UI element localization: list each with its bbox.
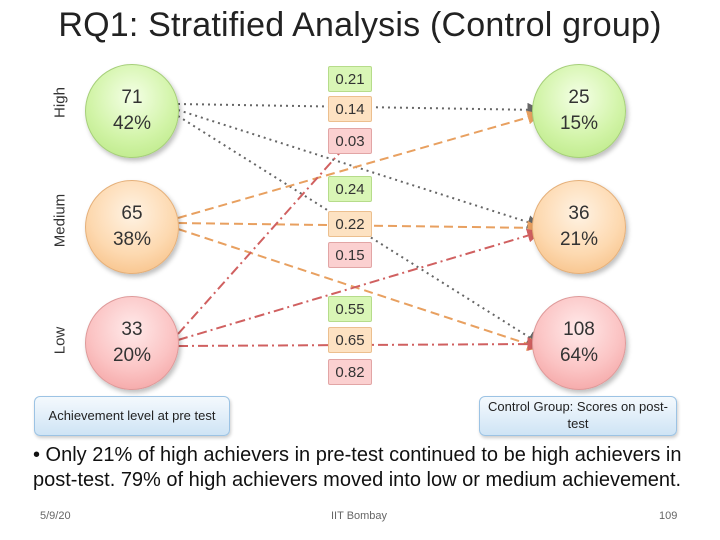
pre-high-count: 71 (121, 87, 143, 109)
prob-box-high-3: 0.03 (328, 128, 372, 154)
arrow-low-to-medium (177, 228, 542, 341)
pre-medium-pct: 38% (112, 229, 152, 250)
post-medium-count: 36 (568, 203, 590, 225)
arrow-medium-to-low (177, 228, 542, 351)
prob-box-medium-2: 0.22 (328, 211, 372, 237)
prob-box-low-3: 0.82 (328, 359, 372, 385)
footer-center: IIT Bombay (331, 510, 388, 522)
legend-pre-test: Achievement level at pre test (34, 396, 230, 436)
pre-low-pct: 20% (112, 345, 152, 366)
arrow-medium-to-medium (177, 220, 542, 235)
footer-date: 5/9/20 (40, 510, 71, 522)
prob-box-high-2: 0.14 (328, 96, 372, 122)
slide-title: RQ1: Stratified Analysis (Control group) (58, 6, 662, 44)
post-low-pct: 64% (559, 345, 599, 366)
prob-box-high-1: 0.21 (328, 66, 372, 92)
pre-low-count: 33 (121, 319, 143, 341)
post-high-count: 25 (568, 87, 590, 109)
pre-high-pct: 42% (112, 113, 152, 134)
prob-box-medium-3: 0.15 (328, 242, 372, 268)
post-low-count: 108 (563, 319, 595, 341)
prob-box-low-2: 0.65 (328, 327, 372, 353)
pre-test-high-node: 71 42% (85, 64, 179, 158)
bullet-summary: • Only 21% of high achievers in pre-test… (33, 444, 682, 491)
pre-test-medium-node: 65 38% (85, 180, 179, 274)
arrow-medium-to-high (177, 110, 542, 219)
arrow-low-to-high (177, 128, 361, 335)
post-medium-pct: 21% (559, 229, 599, 250)
prob-box-low-1: 0.55 (328, 296, 372, 322)
pre-test-low-node: 33 20% (85, 296, 179, 390)
post-test-medium-node: 36 21% (532, 180, 626, 274)
prob-box-medium-1: 0.24 (328, 176, 372, 202)
post-test-low-node: 108 64% (532, 296, 626, 390)
legend-post-test: Control Group: Scores on post-test (479, 396, 677, 436)
post-test-high-node: 25 15% (532, 64, 626, 158)
pre-medium-count: 65 (121, 203, 143, 225)
post-high-pct: 15% (559, 113, 599, 134)
page-number: 109 (659, 510, 678, 522)
